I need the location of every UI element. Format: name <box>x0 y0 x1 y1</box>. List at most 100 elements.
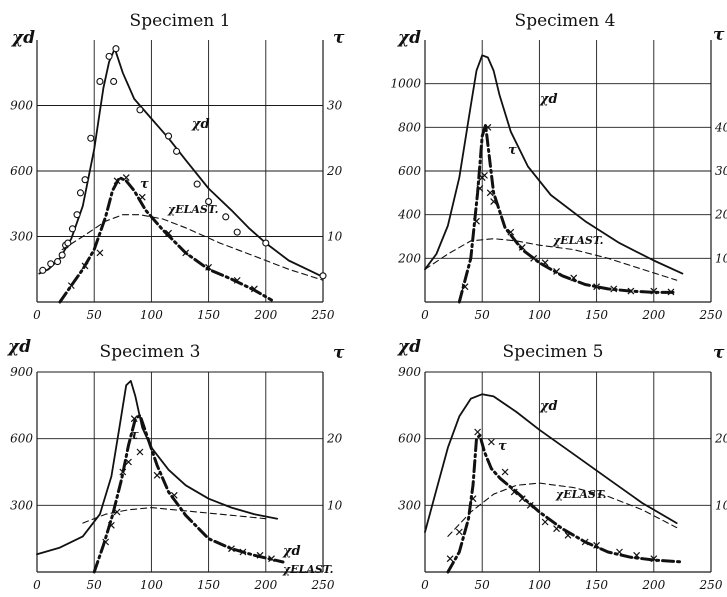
curve-label-tau: τ <box>498 439 507 454</box>
y2-tick-label: 20 <box>326 432 343 446</box>
data-point <box>256 551 264 559</box>
series-line-chi-d <box>424 54 684 275</box>
curve-label-chi-d: χd <box>539 399 558 414</box>
data-point <box>136 106 144 114</box>
data-point <box>39 266 47 274</box>
data-point <box>541 259 549 267</box>
y-tick-label: 900 <box>10 365 33 379</box>
x-tick-label: 50 <box>87 578 103 592</box>
data-point <box>541 518 549 526</box>
data-point <box>122 174 130 181</box>
data-point <box>125 458 132 466</box>
data-point <box>667 288 675 296</box>
data-point <box>526 501 534 509</box>
x-tick-label: 50 <box>475 578 491 592</box>
data-point <box>170 491 178 499</box>
data-point <box>262 239 270 247</box>
y2-tick-label: 20 <box>714 432 727 446</box>
y2-axis-label: τ <box>333 343 345 363</box>
chart-title: Specimen 3 <box>100 342 201 362</box>
y2-tick-label: 20 <box>326 164 343 178</box>
data-point <box>119 468 127 476</box>
x-tick-label: 150 <box>585 308 608 322</box>
data-point <box>476 185 484 192</box>
x-tick-label: 0 <box>33 308 41 322</box>
data-point <box>112 45 120 53</box>
chart-title: Specimen 5 <box>503 342 604 362</box>
x-tick-label: 100 <box>528 578 551 592</box>
data-point <box>486 189 494 197</box>
y2-axis-label: τ <box>713 343 725 363</box>
y2-tick-label: 10 <box>327 230 343 244</box>
data-point <box>193 180 201 188</box>
data-point <box>455 528 463 536</box>
data-point <box>507 228 515 236</box>
y-tick-label: 900 <box>398 365 421 379</box>
y-tick-label: 1000 <box>390 77 421 91</box>
data-point <box>469 495 477 503</box>
data-point <box>239 548 247 556</box>
data-point <box>650 287 658 295</box>
curve-label-tau: τ <box>508 143 517 158</box>
x-tick-label: 0 <box>421 308 429 322</box>
y-tick-label: 600 <box>10 432 33 446</box>
data-point <box>81 262 89 270</box>
x-tick-label: 250 <box>311 308 335 322</box>
series-line-chi-d <box>36 380 279 556</box>
data-point <box>165 229 172 237</box>
data-point <box>616 548 623 556</box>
y-tick-label: 200 <box>397 251 421 265</box>
data-point <box>130 415 138 423</box>
y-axis-label: χd <box>397 337 421 357</box>
series-line-tau <box>92 413 285 574</box>
x-tick-label: 50 <box>87 308 103 322</box>
data-point <box>610 285 618 293</box>
x-tick-label: 150 <box>585 578 608 592</box>
data-point <box>319 272 327 280</box>
data-point <box>650 555 658 563</box>
data-point <box>487 438 495 446</box>
data-point <box>250 285 258 293</box>
data-point <box>570 274 578 282</box>
y-tick-label: 800 <box>398 120 421 134</box>
data-point <box>87 134 95 142</box>
panel-specimen-1: Specimen 1 χd τ 0 50 100 150 200 250 300 600 900… <box>10 11 345 322</box>
series-line-chi-elast <box>447 482 678 537</box>
curve-label-chi-d: χd <box>282 544 301 559</box>
data-point <box>564 531 572 539</box>
data-point <box>473 217 480 225</box>
y2-tick-label: 20 <box>714 208 727 222</box>
chart-title: Specimen 1 <box>130 11 231 31</box>
curve-label-chi-d: χd <box>539 92 558 107</box>
data-point <box>47 260 55 268</box>
data-point <box>228 545 235 553</box>
data-point <box>138 193 146 201</box>
y-axis-label: χd <box>7 337 31 357</box>
x-tick-label: 250 <box>311 578 335 592</box>
data-point <box>461 283 469 291</box>
data-point <box>136 448 144 456</box>
data-point <box>481 171 488 179</box>
y2-tick-label: 30 <box>715 164 727 178</box>
data-point <box>165 132 173 140</box>
curve-label-chi-d: χd <box>191 117 210 132</box>
x-tick-label: 150 <box>197 578 220 592</box>
x-tick-label: 100 <box>140 308 163 322</box>
x-tick-label: 100 <box>528 308 551 322</box>
y2-tick-label: 10 <box>715 251 727 265</box>
data-point <box>205 198 213 206</box>
data-point <box>105 52 113 60</box>
data-point <box>518 495 526 503</box>
y2-axis-label: τ <box>713 25 725 45</box>
data-point <box>501 468 509 476</box>
data-point <box>54 258 62 266</box>
series-line-chi-elast <box>61 214 324 281</box>
curve-label-chi-elast: χELAST. <box>552 234 604 247</box>
data-point <box>633 551 641 559</box>
y-tick-label: 300 <box>398 498 421 512</box>
data-point <box>107 521 115 529</box>
data-point <box>593 541 601 549</box>
curve-label-chi-elast: χELAST. <box>167 203 219 216</box>
y-axis-label: χd <box>11 28 35 48</box>
